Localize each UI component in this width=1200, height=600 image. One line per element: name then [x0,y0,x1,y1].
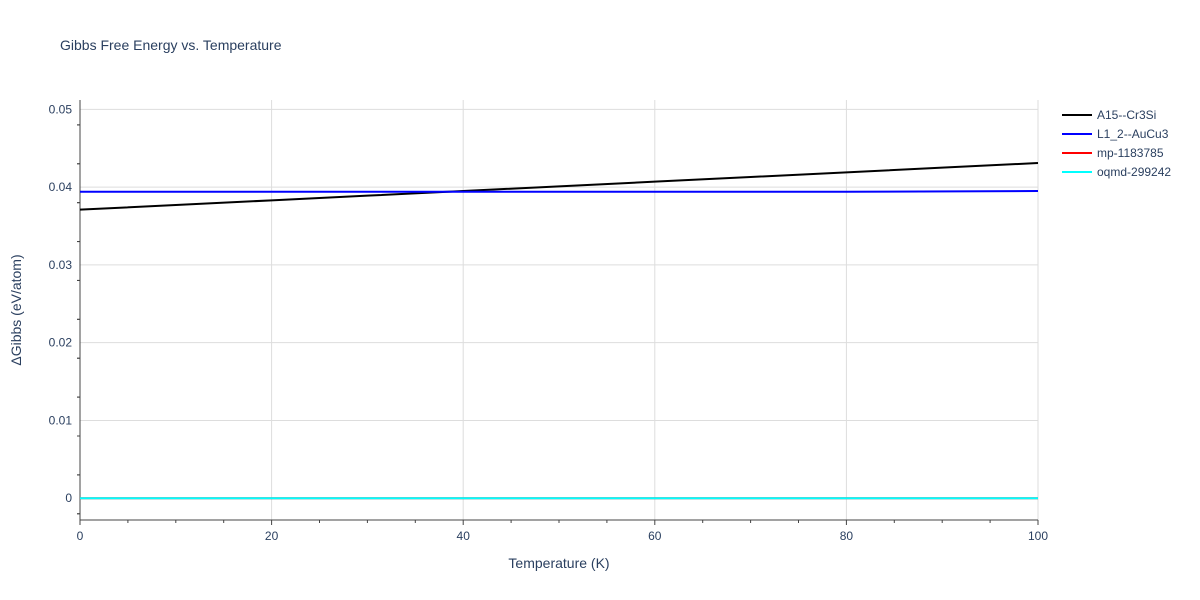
y-tick-label: 0.05 [49,102,73,116]
legend-label[interactable]: mp-1183785 [1097,146,1164,160]
legend-label[interactable]: oqmd-299242 [1097,165,1171,179]
x-tick-label: 20 [265,529,279,543]
series-line-L1_2--AuCu3 [80,190,1039,193]
x-axis-title: Temperature (K) [508,555,609,571]
series-lines [79,162,1039,500]
y-tick-label: 0.04 [49,180,73,194]
legend-label[interactable]: L1_2--AuCu3 [1097,127,1169,141]
legend: A15--Cr3Si L1_2--AuCu3 mp-1183785 oqmd-2992… [1062,108,1171,179]
y-axis-title: ΔGibbs (eV/atom) [8,254,24,365]
y-tick-label: 0.01 [49,413,73,427]
x-tick-label: 40 [457,529,471,543]
x-axis-ticks: 0 20 40 60 80 100 [77,520,1048,543]
x-tick-label: 60 [648,529,662,543]
legend-label[interactable]: A15--Cr3Si [1097,108,1156,122]
y-tick-label: 0.03 [49,258,73,272]
x-tick-label: 0 [77,529,84,543]
x-tick-label: 100 [1028,529,1048,543]
y-axis-ticks: 0 0.01 0.02 0.03 0.04 0.05 [49,102,80,515]
y-tick-label: 0.02 [49,336,73,350]
series-line-A15--Cr3Si [79,162,1039,211]
chart-title: Gibbs Free Energy vs. Temperature [60,37,282,53]
y-tick-label: 0 [65,491,72,505]
x-tick-label: 80 [840,529,854,543]
